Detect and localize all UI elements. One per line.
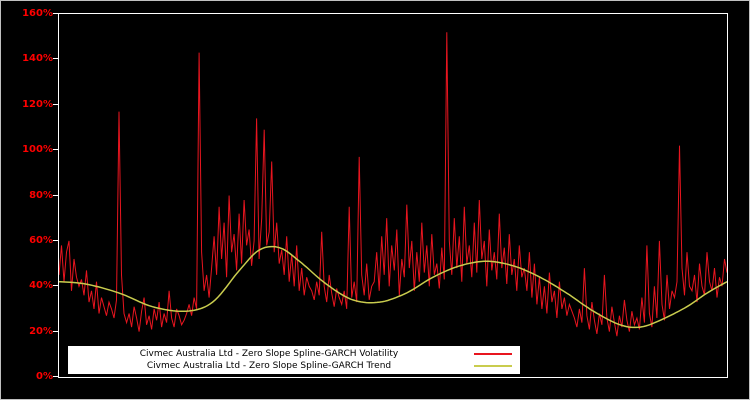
y-axis-tick-label: 40% [29,280,53,292]
y-axis-tick-mark [53,285,58,287]
y-axis-tick-label: 140% [22,53,53,65]
trend-line [59,245,727,329]
y-axis-tick-label: 100% [22,144,53,156]
legend-line-volatility-icon [474,353,512,355]
y-axis-tick-label: 120% [22,98,53,110]
legend-label-volatility: Civmec Australia Ltd - Zero Slope Spline… [139,349,399,359]
y-axis-tick-mark [53,13,58,14]
legend-item: Civmec Australia Ltd - Zero Slope Spline… [68,348,520,360]
y-axis-tick-label: 20% [29,325,53,337]
legend-label-trend: Civmec Australia Ltd - Zero Slope Spline… [146,361,392,371]
plot-area: Civmec Australia Ltd - Zero Slope Spline… [58,13,728,378]
y-axis-tick-mark [53,239,58,241]
y-axis-tick-mark [53,58,58,60]
y-axis-tick-label: 0% [36,371,53,382]
legend-item: Civmec Australia Ltd - Zero Slope Spline… [68,360,520,372]
y-axis-tick-mark [53,330,58,332]
y-axis-tick-label: 80% [29,189,53,201]
y-axis-tick-mark [53,376,58,377]
y-axis-tick-mark [53,194,58,196]
y-axis-tick-mark [53,149,58,151]
chart-canvas [59,32,727,337]
y-axis-tick-label: 160% [22,8,53,19]
legend-line-trend-icon [474,365,512,367]
legend: Civmec Australia Ltd - Zero Slope Spline… [67,345,521,375]
volatility-line [59,32,727,337]
y-axis-tick-mark [53,103,58,105]
y-axis-tick-label: 60% [29,234,53,246]
